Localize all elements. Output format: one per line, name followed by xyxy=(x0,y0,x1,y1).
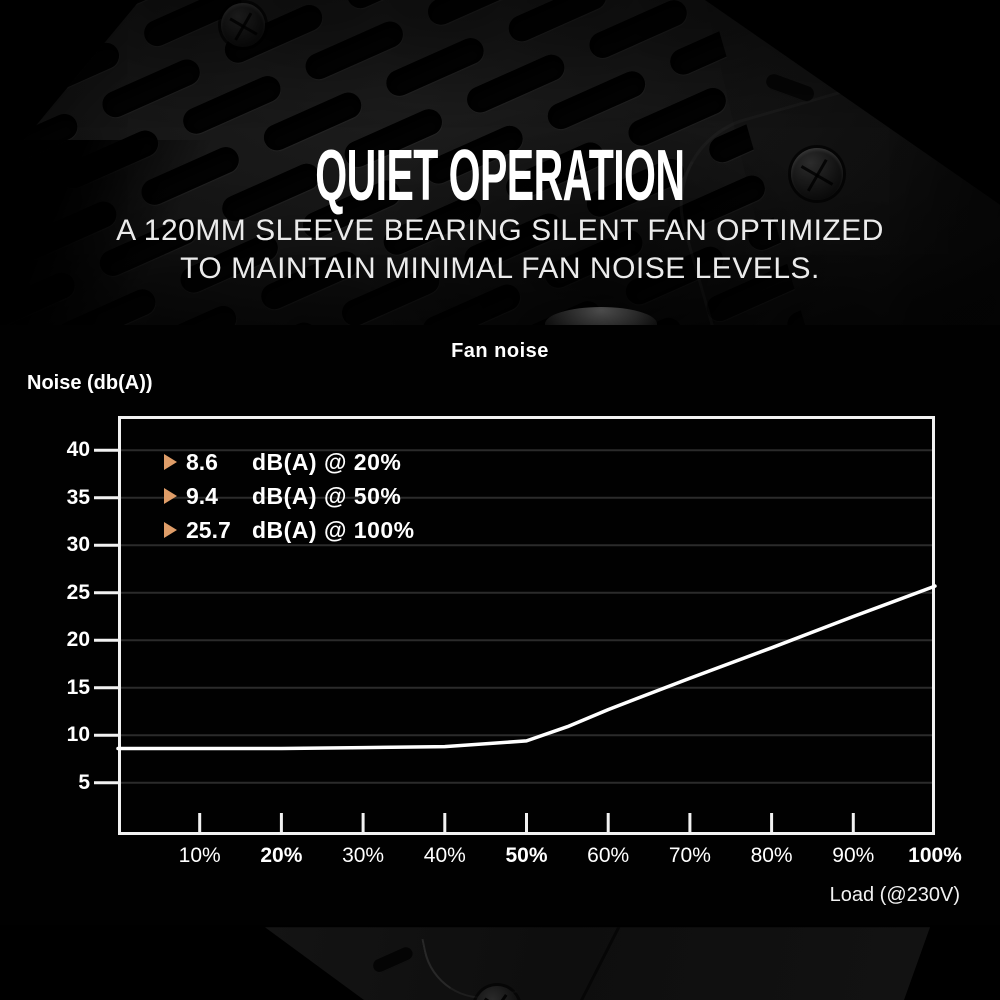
legend-value: 8.6 xyxy=(186,448,218,475)
page-title: QUIET OPERATION xyxy=(315,136,685,217)
y-tick-label-40: 40 xyxy=(66,438,90,462)
legend-row-50: 9.4 dB(A) @ 50% xyxy=(164,482,415,509)
legend-value: 25.7 xyxy=(186,516,231,543)
triangle-marker-icon xyxy=(164,488,177,504)
chart-legend: 8.6 dB(A) @ 20% 9.4 dB(A) @ 50% 25.7 dB(… xyxy=(164,448,415,552)
corner-shadow xyxy=(0,140,240,325)
x-tick-label-10: 10% xyxy=(178,844,221,867)
y-axis-label: Noise (db(A)) xyxy=(27,372,153,394)
legend-label: dB(A) @ 50% xyxy=(252,482,402,509)
subtitle-line-2: TO MAINTAIN MINIMAL FAN NOISE LEVELS. xyxy=(180,252,820,285)
subtitle-line-1: A 120MM SLEEVE BEARING SILENT FAN OPTIMI… xyxy=(116,214,884,247)
legend-label: dB(A) @ 20% xyxy=(252,448,402,475)
x-tick-label-100: 100% xyxy=(908,844,962,867)
legend-row-20: 8.6 dB(A) @ 20% xyxy=(164,448,415,475)
legend-label: dB(A) @ 100% xyxy=(252,516,415,543)
x-tick-label-80: 80% xyxy=(750,844,793,867)
vent-slot xyxy=(370,945,416,975)
chart-plot xyxy=(94,416,937,835)
screw-icon xyxy=(221,3,265,47)
x-tick-label-90: 90% xyxy=(832,844,875,867)
y-tick-label-25: 25 xyxy=(66,580,90,604)
legend-row-100: 25.7 dB(A) @ 100% xyxy=(164,516,415,543)
screw-icon xyxy=(791,148,843,200)
fan-hub-highlight xyxy=(545,307,657,325)
page-subtitle: A 120MM SLEEVE BEARING SILENT FAN OPTIMI… xyxy=(0,212,1000,288)
x-tick-label-40: 40% xyxy=(423,844,466,867)
x-tick-label-30: 30% xyxy=(342,844,385,867)
y-tick-label-10: 10 xyxy=(66,723,90,747)
x-tick-label-20: 20% xyxy=(260,844,303,867)
case-seam xyxy=(575,927,624,1000)
x-axis-label: Load (@230V) xyxy=(829,884,960,906)
screw-icon xyxy=(475,986,519,1000)
fan-noise-chart: Fan noise Noise (db(A)) 5 10 15 20 25 30 35 40 1… xyxy=(0,325,1000,925)
y-tick-label-30: 30 xyxy=(66,533,90,557)
x-tick-label-60: 60% xyxy=(587,844,630,867)
y-tick-label-20: 20 xyxy=(66,628,90,652)
y-tick-label-5: 5 xyxy=(78,770,90,794)
hero-photo-section: QUIET OPERATION A 120MM SLEEVE BEARING S… xyxy=(0,0,1000,325)
y-tick-label-35: 35 xyxy=(66,485,90,509)
x-tick-label-70: 70% xyxy=(668,844,711,867)
triangle-marker-icon xyxy=(164,454,177,470)
chart-title: Fan noise xyxy=(451,340,549,362)
x-tick-label-50: 50% xyxy=(505,844,548,867)
psu-case-bottom xyxy=(265,927,930,1000)
triangle-marker-icon xyxy=(164,522,177,538)
legend-value: 9.4 xyxy=(186,482,218,509)
fan-noise-line xyxy=(116,584,937,751)
y-tick-label-15: 15 xyxy=(66,675,90,699)
bottom-photo-strip xyxy=(0,925,1000,1000)
plot-frame xyxy=(118,416,935,835)
